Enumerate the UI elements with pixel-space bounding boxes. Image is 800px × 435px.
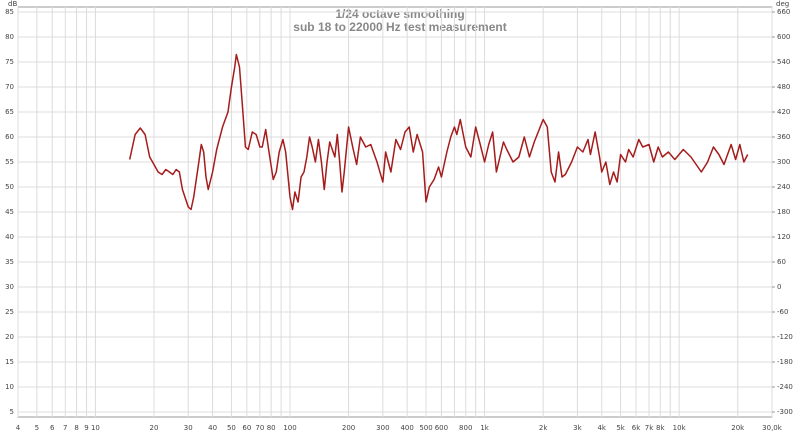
y2-tick-label: -300 [777,408,793,416]
y-tick-label: 40 [5,233,14,241]
y2-tick-label: 480 [777,83,790,91]
x-tick-label: 20k [731,424,745,432]
x-tick-label: 6k [632,424,641,432]
y-tick-label: 5 [10,408,14,416]
y-tick-label: 10 [5,383,14,391]
x-tick-label: 500 [419,424,432,432]
y-tick-label: 20 [5,333,14,341]
y2-tick-label: 360 [777,133,790,141]
x-tick-label: 50 [227,424,236,432]
grid [17,7,773,417]
y-tick-label: 85 [5,8,14,16]
y2-tick-label: 0 [777,283,781,291]
x-tick-label: 30,0k [762,424,783,432]
y2-tick-label: -180 [777,358,793,366]
y-tick-label: 80 [5,33,14,41]
chart-title: 1/24 octave smoothing [335,7,464,21]
response-line [128,53,749,211]
x-tick-label: 7 [63,424,67,432]
y-tick-label: 30 [5,283,14,291]
y2-tick-label: 60 [777,258,786,266]
y2-tick-label: 240 [777,183,790,191]
x-tick-label: 6 [50,424,55,432]
x-tick-label: 10 [91,424,100,432]
x-tick-label: 200 [342,424,355,432]
y2-tick-label: 600 [777,33,790,41]
x-tick-label: 3k [573,424,582,432]
x-tick-label: 40 [208,424,217,432]
x-tick-label: 300 [376,424,389,432]
x-tick-label: 80 [267,424,276,432]
x-tick-label: 10k [673,424,687,432]
x-tick-label: 1k [480,424,489,432]
y2-tick-label: 420 [777,108,790,116]
y-tick-label: 55 [5,158,14,166]
y2-tick-label: 660 [777,8,790,16]
y-tick-label: 50 [5,183,14,191]
x-tick-label: 5 [35,424,39,432]
y-tick-label: 45 [5,208,14,216]
y-tick-label: 35 [5,258,14,266]
y2-tick-label: 180 [777,208,790,216]
x-tick-label: 2k [539,424,548,432]
x-tick-label: 8k [656,424,665,432]
x-tick-label: 9 [84,424,88,432]
x-tick-label: 100 [283,424,296,432]
y2-tick-label: 300 [777,158,790,166]
y2-tick-label: -120 [777,333,793,341]
y-tick-label: 75 [5,58,14,66]
y2-axis-label: deg [776,0,789,8]
x-tick-label: 4k [597,424,606,432]
x-tick-label: 60 [242,424,251,432]
x-tick-label: 30 [184,424,193,432]
x-tick-label: 5k [616,424,625,432]
x-tick-label: 600 [435,424,448,432]
x-tick-label: 8 [74,424,78,432]
y-tick-label: 25 [5,308,14,316]
chart-subtitle: sub 18 to 22000 Hz test measurement [293,20,506,34]
x-tick-label: 7k [645,424,654,432]
y2-tick-label: 540 [777,58,790,66]
y-tick-label: 65 [5,108,14,116]
x-tick-label: 800 [459,424,472,432]
y2-tick-label: 120 [777,233,790,241]
y-tick-label: 70 [5,83,14,91]
x-tick-label: 70 [255,424,264,432]
y-tick-label: 15 [5,358,14,366]
y2-tick-label: -60 [777,308,788,316]
y-axis-label: dB [8,0,17,8]
y2-tick-label: -240 [777,383,793,391]
x-tick-label: 400 [400,424,413,432]
y-tick-label: 60 [5,133,14,141]
x-tick-label: 4 [16,424,21,432]
x-tick-label: 20 [150,424,159,432]
